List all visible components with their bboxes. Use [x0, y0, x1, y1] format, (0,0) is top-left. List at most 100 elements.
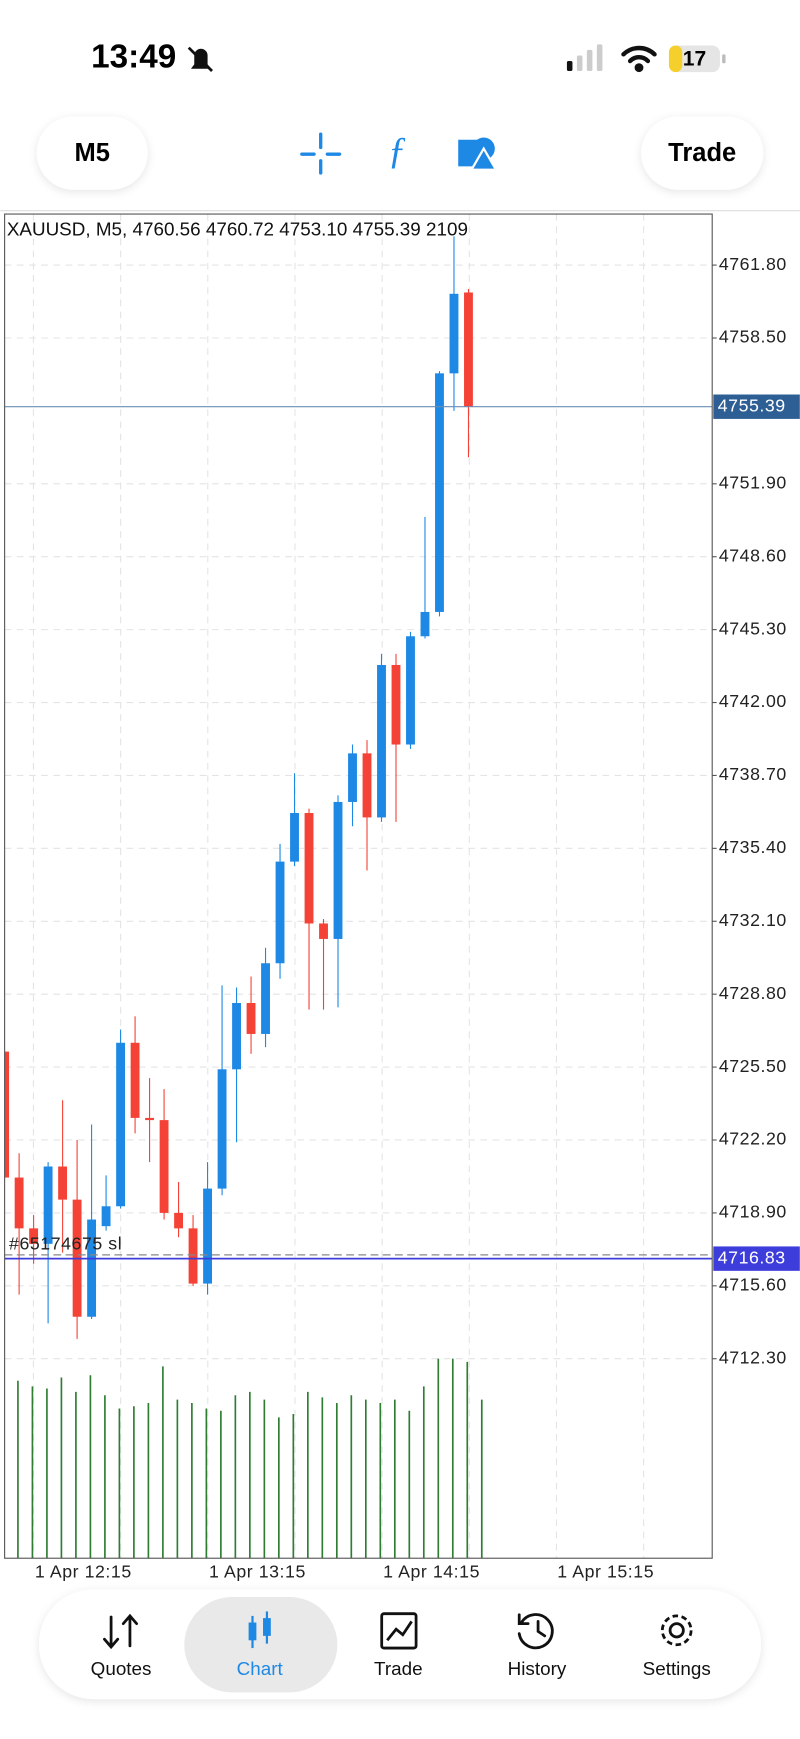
tab-label[interactable]: History	[508, 1658, 567, 1679]
y-tick-label: 4758.50	[719, 327, 787, 347]
candle-body	[130, 1042, 140, 1118]
candle-body	[420, 611, 430, 637]
chart: 4761.80 4758.50 4751.90 4748.60 4745.30 4742.…	[4, 214, 800, 1581]
clock: 13:49	[91, 39, 176, 76]
icon-shape[interactable]	[517, 1613, 554, 1650]
candle-body	[406, 636, 415, 745]
x-tick-label: 1 Apr 13:15	[209, 1561, 306, 1581]
tab-icon[interactable]	[103, 1613, 138, 1650]
candle-body	[217, 1069, 227, 1189]
candle-body	[101, 1206, 111, 1227]
candle-body	[319, 923, 328, 939]
tab-item[interactable]: History	[508, 1613, 567, 1680]
tab-label[interactable]: Settings	[643, 1658, 711, 1679]
y-tick-label: 4738.70	[719, 764, 787, 784]
header-high: 4760.72	[206, 219, 274, 240]
icon-shape[interactable]	[380, 1612, 418, 1650]
y-tick-label: 4761.80	[719, 254, 787, 274]
battery-level	[668, 45, 683, 73]
candle-body	[275, 861, 285, 964]
y-tick-label: 4712.30	[719, 1347, 787, 1367]
candle-body	[261, 963, 270, 1034]
mute-icon	[187, 46, 213, 72]
candle-body	[145, 1117, 155, 1121]
price-tag	[713, 394, 800, 419]
icon-shape[interactable]	[536, 1620, 547, 1638]
icon-shape[interactable]	[517, 1613, 554, 1650]
icon-shape[interactable]	[380, 1612, 418, 1650]
tab-icon[interactable]	[517, 1613, 554, 1650]
x-tick-label: 1 Apr 12:15	[35, 1561, 132, 1581]
tab-item[interactable]: Quotes	[91, 1613, 152, 1679]
plot-area	[4, 214, 713, 1559]
y-tick-label: 4751.90	[719, 472, 787, 492]
tab-label[interactable]: Chart	[237, 1658, 284, 1679]
y-tick-label: 4732.10	[719, 910, 787, 930]
candle-body	[29, 1228, 39, 1244]
icon-shape[interactable]	[103, 1613, 138, 1650]
y-tick-label: 4735.40	[719, 837, 787, 857]
header-close: 4755.39	[353, 219, 421, 240]
order-tag	[713, 1246, 800, 1271]
tab-item[interactable]: Settings	[643, 1614, 711, 1679]
header-volume: 2109	[426, 219, 468, 240]
symbol: XAUUSD, M5,	[7, 219, 127, 240]
battery-text: 17	[683, 47, 706, 70]
trade-button[interactable]	[641, 116, 764, 190]
candle-body	[203, 1188, 212, 1284]
timeframe-label[interactable]: M5	[75, 139, 110, 167]
candle-body	[4, 1051, 10, 1178]
y-tick-label: 4728.80	[719, 983, 787, 1003]
candle-body	[87, 1219, 97, 1317]
tab-items: Quotes Chart Trade History Settings	[91, 1597, 711, 1693]
icon-shape[interactable]	[248, 1611, 271, 1649]
tab-label[interactable]: Trade	[374, 1658, 423, 1679]
tab-icon[interactable]	[380, 1612, 418, 1650]
candle-body	[159, 1120, 169, 1213]
header-open: 4760.56	[133, 219, 201, 240]
y-tick-label: 4742.00	[719, 691, 787, 711]
candle-body	[58, 1166, 68, 1200]
candle-body	[43, 1166, 53, 1244]
tab-item[interactable]: Chart	[184, 1597, 338, 1693]
candle-body	[232, 1003, 241, 1070]
tab-icon[interactable]	[248, 1611, 271, 1649]
candle-body	[348, 753, 357, 802]
icon-shape[interactable]	[660, 1614, 693, 1647]
candle-body	[449, 293, 459, 374]
candle-body	[14, 1177, 24, 1229]
y-tick-label: 4745.30	[719, 618, 787, 638]
signal-icon	[566, 44, 603, 71]
x-tick-label: 1 Apr 14:15	[383, 1561, 480, 1581]
tab-label[interactable]: Quotes	[91, 1658, 152, 1679]
tab-active-bg[interactable]	[184, 1597, 338, 1693]
candle-body	[333, 801, 343, 939]
icon-shape[interactable]	[668, 1622, 685, 1639]
candle-body	[464, 292, 473, 407]
y-tick-label: 4722.20	[719, 1129, 787, 1149]
tab-icon[interactable]	[660, 1614, 693, 1647]
timeframe-button[interactable]	[36, 116, 148, 190]
price-tag-label: 4755.39	[718, 395, 786, 415]
candle-body	[188, 1228, 198, 1284]
trade-button-label[interactable]: Trade	[668, 139, 736, 167]
battery-tip	[722, 54, 726, 64]
crosshair-button[interactable]	[300, 132, 342, 175]
candle-body	[246, 1003, 256, 1034]
icon-shape[interactable]	[660, 1614, 693, 1647]
icon-shape[interactable]	[386, 1620, 413, 1642]
objects-button[interactable]	[458, 137, 498, 171]
sl-label: #65174675 sl	[9, 1234, 122, 1254]
candle-body	[377, 664, 386, 818]
y-tick-label: 4718.90	[719, 1202, 787, 1222]
candle-body	[304, 813, 314, 924]
x-tick-label: 1 Apr 15:15	[557, 1561, 654, 1581]
header-low: 4753.10	[279, 219, 347, 240]
icon-shape[interactable]	[517, 1613, 530, 1626]
indicators-button[interactable]: ƒ	[388, 130, 407, 172]
candle-body	[435, 373, 444, 612]
tab-item[interactable]: Trade	[374, 1612, 423, 1680]
wifi-icon	[621, 45, 657, 73]
